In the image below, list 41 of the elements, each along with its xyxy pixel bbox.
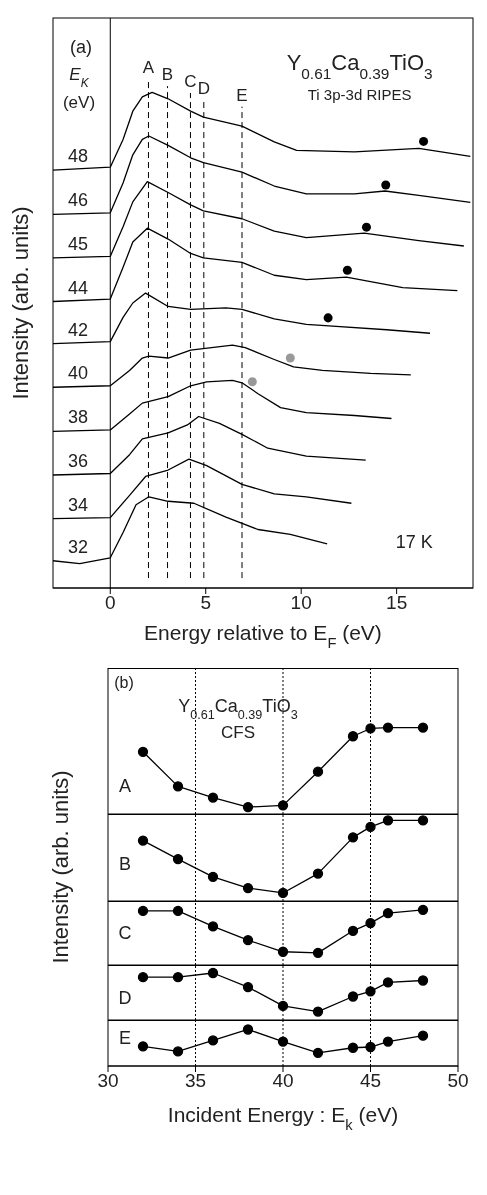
x-tick-label: 40	[272, 1070, 294, 1092]
ref-line-label: E	[236, 85, 248, 105]
x-tick-label: 5	[200, 592, 212, 614]
x-tick-label: 15	[386, 592, 408, 614]
series-label: C	[118, 923, 132, 944]
y-axis-title: Intensity (arb. units)	[8, 206, 33, 400]
x-axis-title: Incident Energy : E$_{k}$ (eV)	[167, 1103, 399, 1133]
chart-title: Y$_{0.61}$Ca$_{0.39}$TiO$_{3}$	[178, 696, 298, 722]
series-label: 42	[67, 319, 89, 340]
series-label: D	[118, 988, 132, 1009]
ref-line-label: A	[142, 58, 155, 78]
x-tick-label: 50	[447, 1070, 469, 1092]
x-tick-label: 35	[184, 1070, 207, 1092]
text: (a)	[70, 37, 92, 57]
annotation: 17 K	[395, 532, 433, 553]
series-label: E	[118, 1028, 132, 1049]
x-tick-label: 0	[104, 592, 116, 614]
series-label: 36	[67, 450, 89, 471]
series-label: 45	[67, 233, 89, 254]
x-tick-label: 10	[290, 592, 312, 614]
x-tick-label: 45	[359, 1070, 382, 1092]
series-label: B	[118, 853, 132, 874]
series-label: 38	[67, 407, 89, 428]
series-label: 32	[67, 536, 89, 557]
ref-line-label: D	[197, 78, 210, 98]
text: (b)	[114, 674, 134, 691]
x-axis-title: Energy relative to E$_{F}$ (eV)	[144, 621, 382, 651]
series-label: 46	[67, 190, 89, 211]
ref-line-label: B	[161, 65, 174, 85]
y-axis-title: Intensity (arb. units)	[48, 770, 73, 964]
ref-line-label: C	[184, 71, 197, 91]
chart-subtitle: CFS	[221, 723, 255, 742]
series-label: 34	[67, 494, 89, 515]
series-label: 40	[67, 363, 89, 384]
series-label: 48	[67, 146, 89, 167]
chart-title: Y$_{0.61}$Ca$_{0.39}$TiO$_{3}$	[286, 50, 433, 82]
chart-subtitle: Ti 3p-3d RIPES	[307, 86, 412, 103]
series-label: 44	[67, 277, 89, 298]
x-tick-label: 30	[97, 1070, 119, 1092]
series-label: A	[118, 775, 132, 796]
legend-title: E$_{K}$ (eV)	[62, 65, 96, 112]
